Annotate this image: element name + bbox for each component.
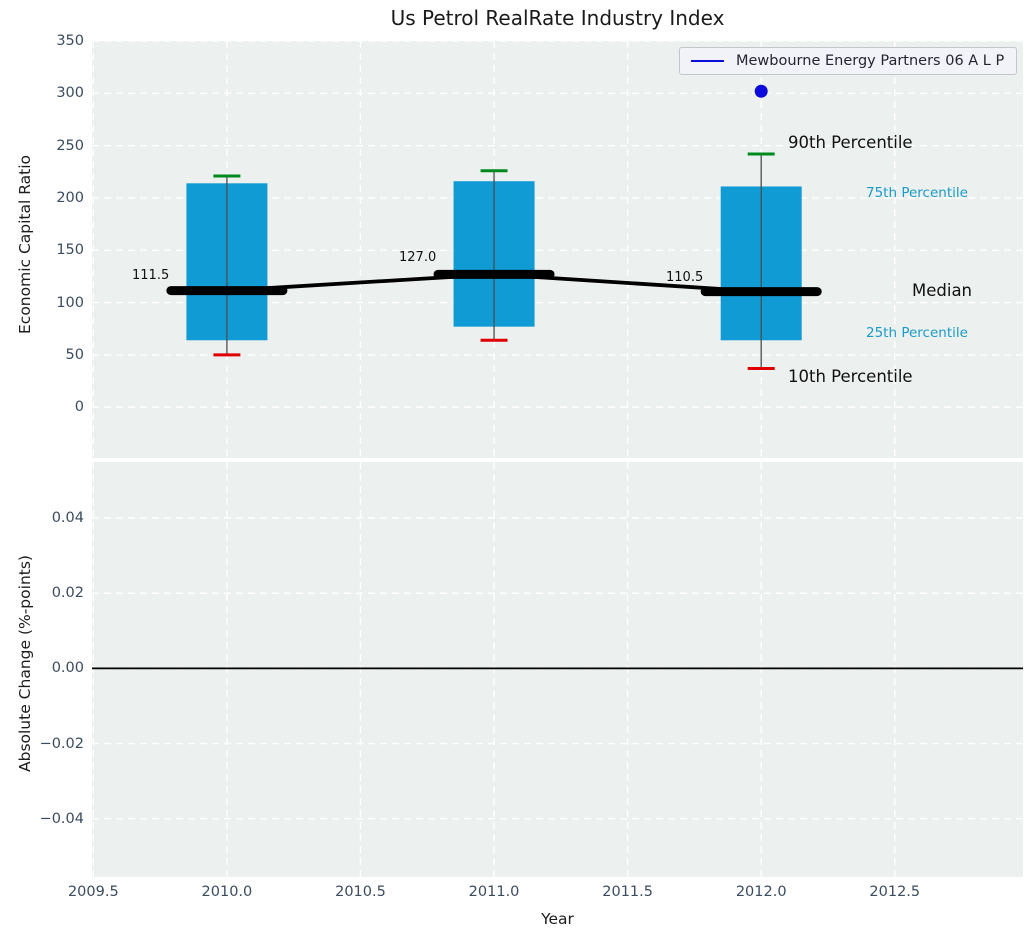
annotation-10th-percentile: 10th Percentile	[788, 367, 913, 386]
y-tick-label: 200	[56, 189, 84, 206]
y-tick-label: 0	[74, 399, 84, 416]
y-tick-label: −0.04	[39, 810, 84, 827]
median-value-label-2012: 110.5	[666, 270, 704, 285]
legend: Mewbourne Energy Partners 06 A L P	[679, 47, 1017, 75]
x-tick-label: 2011.5	[602, 884, 653, 900]
bottom-chart-panel	[92, 462, 1023, 877]
x-tick-label: 2012.5	[869, 884, 921, 900]
change-chart-canvas	[92, 462, 1023, 877]
x-tick-label: 2010.0	[201, 884, 253, 900]
chart-title: Us Petrol RealRate Industry Index	[390, 6, 725, 30]
x-tick-label: 2010.5	[335, 884, 386, 900]
y-tick-label: 0.04	[51, 510, 84, 526]
y-tick-label: 0.02	[51, 585, 84, 602]
x-tick-label: 2009.5	[67, 884, 119, 900]
legend-label: Mewbourne Energy Partners 06 A L P	[736, 53, 1005, 69]
y-tick-label: 300	[56, 85, 84, 102]
x-tick-label: 2011.0	[468, 884, 520, 900]
annotation-90th-percentile: 90th Percentile	[788, 133, 913, 152]
legend-line-icon	[691, 60, 724, 62]
top-chart-panel	[92, 41, 1023, 458]
y-tick-label: 0.00	[51, 660, 84, 677]
y-tick-label: 50	[65, 346, 84, 363]
boxplot-canvas	[92, 41, 1023, 458]
median-value-label-2010: 111.5	[132, 268, 170, 283]
annotation-25th-percentile: 25th Percentile	[866, 325, 968, 341]
median-value-label-2011: 127.0	[399, 250, 437, 265]
x-tick-label: 2012.0	[735, 884, 787, 900]
annotation-75th-percentile: 75th Percentile	[866, 185, 968, 201]
y-tick-label: −0.02	[39, 735, 84, 752]
y-tick-label: 250	[56, 137, 84, 154]
annotation-median: Median	[912, 281, 973, 300]
x-axis-label: Year	[541, 910, 574, 928]
y-tick-label: 100	[56, 294, 84, 311]
y-tick-label: 350	[56, 33, 84, 49]
company-data-point	[754, 84, 768, 98]
y-tick-label: 150	[56, 242, 84, 259]
